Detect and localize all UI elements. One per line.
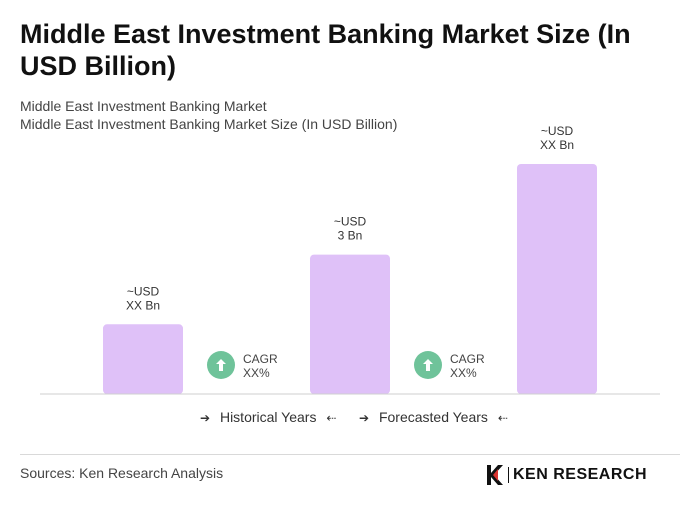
ken-research-k-logo-icon xyxy=(487,465,503,485)
bar xyxy=(310,254,390,394)
cagr-label: CAGR xyxy=(450,352,485,366)
logo-text: KEN RESEARCH xyxy=(513,466,648,483)
footer-divider xyxy=(20,454,680,455)
chart-title: Middle East Investment Banking Market Si… xyxy=(20,19,631,81)
source-note: Sources: Ken Research Analysis xyxy=(20,465,224,481)
chart-subtitle-line-2: Middle East Investment Banking Market Si… xyxy=(20,116,398,132)
legend-label-historical: Historical Years xyxy=(219,409,317,425)
bar-data-label: 3 Bn xyxy=(338,229,363,243)
bar-data-label: ~USD xyxy=(127,284,160,298)
up-arrow-icon xyxy=(423,359,433,371)
cagr-label: CAGR xyxy=(243,352,278,366)
chart-subtitle-line-1: Middle East Investment Banking Market xyxy=(20,98,267,114)
bar xyxy=(103,324,183,394)
left-arrow-icon: ⇠ xyxy=(326,411,337,425)
bar-data-label: XX Bn xyxy=(540,138,574,152)
bar xyxy=(517,164,597,394)
up-arrow-icon xyxy=(216,359,226,371)
logo-separator xyxy=(508,467,509,483)
right-arrow-icon: ➔ xyxy=(200,411,211,425)
ken-research-logo: KEN RESEARCH xyxy=(486,464,647,486)
cagr-value: XX% xyxy=(450,366,477,380)
bar-data-label: ~USD xyxy=(334,215,367,229)
right-arrow-icon: ➔ xyxy=(359,411,370,425)
left-arrow-icon: ⇠ xyxy=(497,411,508,425)
legend-label-forecasted: Forecasted Years xyxy=(378,409,488,425)
bar-data-label: ~USD xyxy=(541,124,574,138)
cagr-value: XX% xyxy=(243,366,270,380)
legend-item-forecasted: ➔ Forecasted Years ⇠ xyxy=(359,409,508,425)
chart-legend: ➔ Historical Years ⇠ ➔ Forecasted Years … xyxy=(0,409,700,429)
bar-data-label: XX Bn xyxy=(126,298,160,312)
legend-item-historical: ➔ Historical Years ⇠ xyxy=(200,409,336,425)
